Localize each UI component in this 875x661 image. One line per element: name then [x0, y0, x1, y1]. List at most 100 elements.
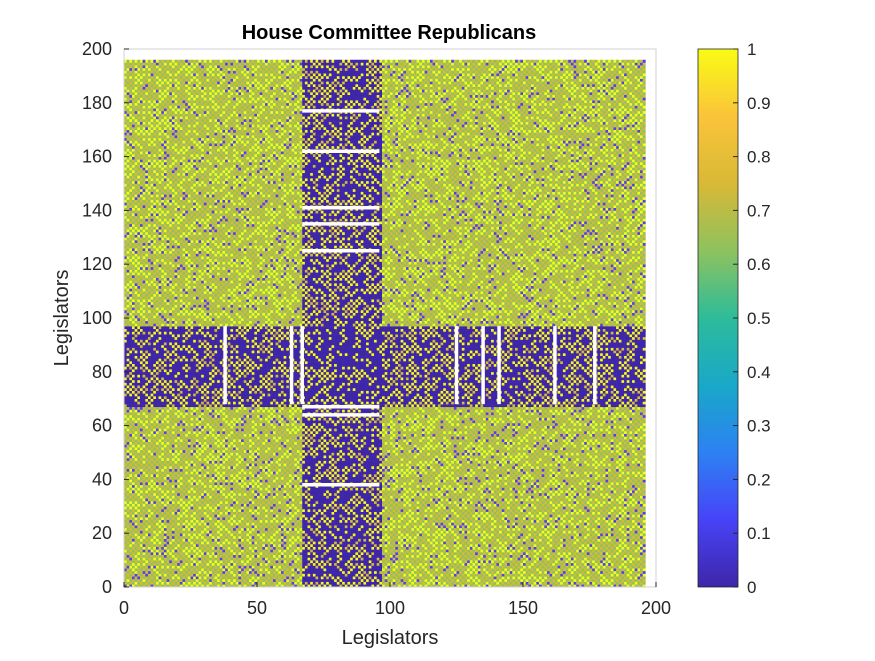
heatmap-cell — [605, 557, 609, 561]
heatmap-cell — [219, 578, 223, 582]
heatmap-cell — [259, 557, 263, 561]
heatmap-cell — [488, 581, 492, 585]
heatmap-cell — [233, 568, 237, 572]
heatmap-cell — [235, 565, 239, 569]
heatmap-cell — [613, 522, 617, 526]
heatmap-cell — [544, 522, 548, 526]
heatmap-cell — [347, 527, 351, 531]
heatmap-cell — [584, 552, 588, 556]
heatmap-cell — [379, 533, 383, 537]
heatmap-cell — [464, 573, 468, 577]
heatmap-cell — [475, 576, 479, 580]
heatmap-cell — [241, 533, 244, 537]
heatmap-cell — [262, 584, 266, 588]
heatmap-cell — [182, 578, 186, 582]
heatmap-cell — [185, 581, 189, 585]
heatmap-cell — [485, 527, 489, 531]
heatmap-cell — [182, 517, 186, 521]
heatmap-cell — [634, 578, 638, 582]
heatmap-cell — [206, 557, 210, 561]
heatmap-cell — [222, 543, 226, 547]
heatmap-cell — [214, 519, 218, 523]
heatmap-cell — [608, 584, 612, 588]
heatmap-cell — [198, 568, 202, 572]
heatmap-cell — [275, 584, 279, 588]
heatmap-cell — [291, 527, 295, 531]
heatmap-cell — [318, 535, 322, 539]
heatmap-cell — [174, 543, 178, 547]
heatmap-cell — [227, 527, 231, 531]
heatmap-cell — [286, 568, 290, 572]
heatmap-cell — [238, 576, 242, 580]
heatmap-cell — [153, 552, 157, 556]
heatmap-cell — [190, 549, 194, 553]
heatmap-cell — [291, 543, 295, 547]
heatmap-cell — [163, 525, 167, 529]
heatmap-cell — [360, 576, 364, 580]
heatmap-cell — [413, 576, 417, 580]
heatmap-cell — [251, 557, 255, 561]
heatmap-cell — [632, 554, 636, 558]
heatmap-cell — [203, 560, 207, 564]
heatmap-cell — [515, 581, 518, 585]
heatmap-cell — [443, 562, 447, 566]
heatmap-cell — [461, 546, 465, 550]
heatmap-cell — [302, 541, 306, 545]
heatmap-cell — [491, 554, 495, 558]
heatmap-cell — [355, 570, 359, 574]
heatmap-cell — [358, 530, 362, 534]
heatmap-cell — [421, 519, 425, 523]
heatmap-cell — [134, 568, 138, 572]
heatmap-cell — [485, 570, 489, 574]
heatmap-cell — [597, 573, 601, 577]
heatmap-cell — [243, 519, 247, 523]
heatmap-cell — [163, 530, 167, 534]
heatmap-cell — [209, 541, 213, 545]
heatmap-cell — [562, 568, 566, 572]
heatmap-cell — [496, 522, 500, 526]
heatmap-cell — [491, 519, 495, 523]
heatmap-cell — [499, 578, 503, 582]
heatmap-cell — [608, 522, 612, 526]
heatmap-cell — [358, 578, 362, 582]
heatmap-cell — [235, 576, 239, 580]
heatmap-cell — [201, 573, 205, 577]
heatmap-cell — [257, 530, 260, 534]
heatmap-cell — [171, 519, 175, 523]
heatmap-cell — [419, 584, 423, 588]
heatmap-cell — [501, 549, 505, 553]
heatmap-cell — [344, 573, 348, 577]
heatmap-cell — [344, 568, 348, 572]
heatmap-cell — [477, 554, 481, 558]
heatmap-cell — [640, 519, 643, 523]
heatmap-cell — [209, 560, 213, 564]
heatmap-cell — [552, 543, 556, 547]
heatmap-cell — [629, 557, 633, 561]
heatmap-cell — [429, 581, 433, 585]
heatmap-cell — [124, 562, 127, 566]
heatmap-cell — [262, 576, 266, 580]
heatmap-cell — [538, 576, 542, 580]
heatmap-cell — [525, 549, 529, 553]
heatmap-cell — [549, 535, 553, 539]
heatmap-cell — [552, 525, 556, 529]
heatmap-cell — [469, 530, 473, 534]
heatmap-cell — [491, 525, 495, 529]
heatmap-cell — [554, 560, 558, 564]
heatmap-cell — [565, 519, 569, 523]
heatmap-cell — [222, 538, 226, 542]
heatmap-cell — [201, 584, 205, 588]
heatmap-cell — [304, 522, 308, 526]
heatmap-cell — [241, 581, 244, 585]
heatmap-cell — [254, 535, 258, 539]
heatmap-cell — [451, 573, 455, 577]
heatmap-cell — [536, 530, 540, 534]
heatmap-cell — [445, 543, 449, 547]
heatmap-cell — [528, 552, 532, 556]
heatmap-cell — [578, 562, 582, 566]
heatmap-cell — [469, 541, 473, 545]
heatmap-cell — [488, 562, 492, 566]
heatmap-cell — [461, 543, 465, 547]
heatmap-cell — [581, 530, 585, 534]
heatmap-cell — [610, 576, 614, 580]
